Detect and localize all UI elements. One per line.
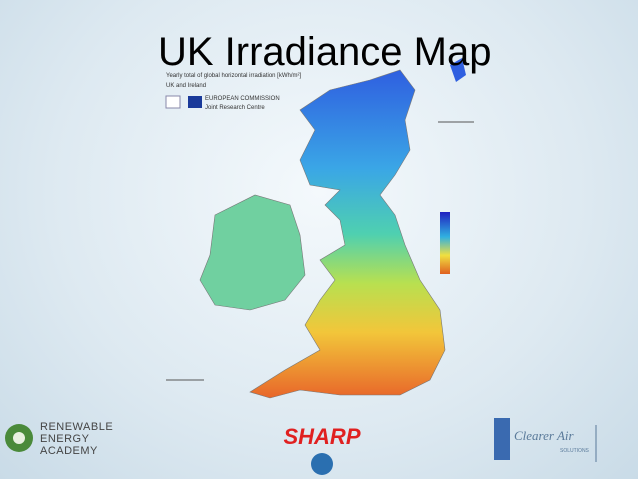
map-caption: Yearly total of global horizontal irradi… (166, 73, 302, 79)
jrc-logo (165, 95, 181, 109)
partner-tagline: SOLUTIONS (560, 448, 590, 454)
eu-flag (188, 96, 202, 108)
great-britain (249, 69, 446, 399)
shetland (450, 58, 466, 82)
slide-title: UK Irradiance Map (158, 30, 492, 74)
centre: Joint Research Centre (205, 105, 265, 111)
academy-logo-inner (13, 432, 25, 444)
sponsor-emblem (311, 453, 333, 475)
sponsor-logo: SHARP (283, 424, 360, 449)
ireland (199, 194, 306, 311)
legend-scale (440, 212, 450, 274)
academy-line: ACADEMY (40, 445, 98, 457)
agency: EUROPEAN COMMISSION (205, 96, 280, 102)
partner-building (494, 418, 510, 460)
academy-line: RENEWABLE (40, 421, 113, 433)
academy-line: ENERGY (40, 433, 90, 445)
map-region: UK and Ireland (166, 83, 206, 89)
partner-logo: Clearer Air (514, 428, 575, 443)
